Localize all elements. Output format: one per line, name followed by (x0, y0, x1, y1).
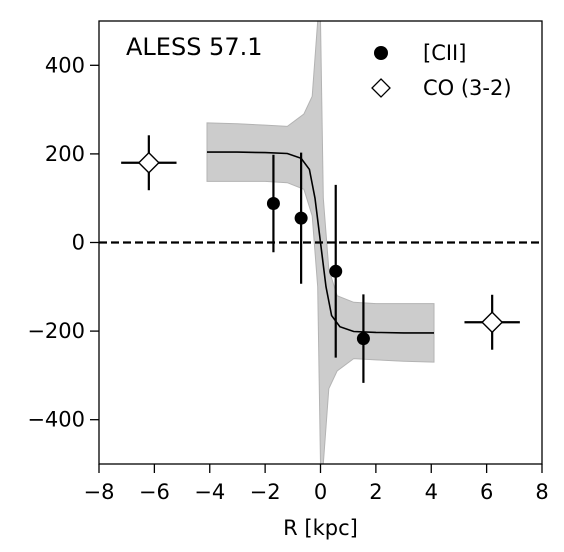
y-tick-label: 0 (72, 231, 85, 255)
legend-marker-co (371, 78, 391, 98)
series-0-point-0 (266, 154, 280, 253)
legend: [CII] CO (3-2) (371, 41, 512, 100)
ticks-layer: −8 −6 −4 −2 0 2 4 6 8 −400 −200 0 200 400 (27, 53, 548, 504)
x-tick-label: 8 (535, 480, 548, 504)
y-tick-label: 400 (45, 53, 85, 77)
y-tick-label: 200 (45, 142, 85, 166)
series-0-point-2 (329, 184, 343, 358)
x-tick-label: 0 (314, 480, 327, 504)
x-tick-label: 2 (369, 480, 382, 504)
x-tick-label: 4 (425, 480, 438, 504)
legend-label-cii: [CII] (423, 41, 466, 65)
legend-label-co: CO (3-2) (423, 76, 512, 100)
model-curve-layer (207, 151, 434, 334)
y-tick-label: −400 (27, 408, 85, 432)
cii-marker (329, 264, 343, 278)
series-1-point-0 (121, 135, 177, 191)
x-tick-label: −6 (139, 480, 170, 504)
x-tick-label: −2 (250, 480, 281, 504)
x-axis-label: R [kpc] (283, 516, 358, 540)
x-tick-label: −8 (84, 480, 115, 504)
x-tick-label: −4 (194, 480, 225, 504)
series-1-point-1 (464, 294, 520, 350)
model-curve (207, 151, 434, 334)
legend-marker-cii (374, 46, 388, 60)
x-tick-label: 6 (480, 480, 493, 504)
y-tick-label: −200 (27, 319, 85, 343)
series-0-point-1 (294, 152, 308, 284)
cii-marker (356, 332, 370, 346)
co-marker (481, 311, 504, 334)
cii-marker (266, 197, 280, 211)
co-marker (137, 151, 160, 174)
annotation-label: ALESS 57.1 (126, 33, 263, 61)
cii-marker (294, 211, 308, 225)
data-points-layer (121, 135, 520, 383)
series-0-point-3 (356, 294, 370, 383)
